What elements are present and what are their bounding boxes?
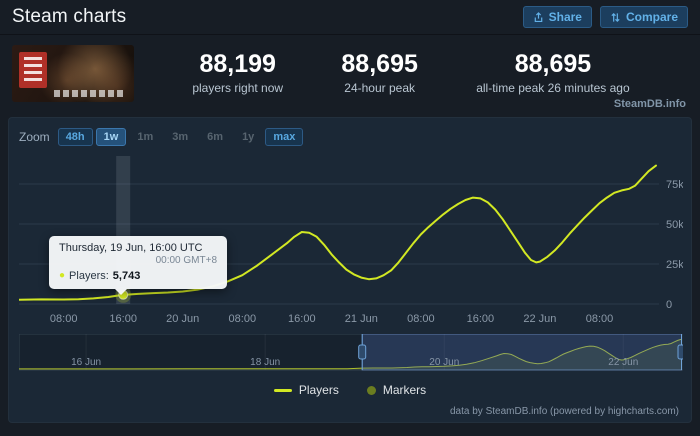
navigator-date-label: 18 Jun [250, 357, 280, 368]
tooltip-series-dot: ● [59, 270, 66, 281]
peak-alltime-label: all-time peak 26 minutes ago [476, 80, 630, 95]
main-chart: 0 25k 50k 75k Thursday, 19 Jun, 16:00 UTC 0… [19, 152, 683, 312]
x-axis-label: 08:00 [228, 313, 257, 325]
navigator-chart[interactable]: 16 Jun 18 Jun 20 Jun 22 Jun [19, 334, 683, 374]
stats-group: 88,199 players right now 88,695 24-hour … [134, 51, 688, 95]
players-line-swatch [273, 388, 292, 392]
tooltip-series-name: Players: [69, 270, 109, 282]
legend-item-markers[interactable]: Markers [366, 383, 427, 397]
y-axis-label: 25k [666, 259, 683, 271]
navigator-area [19, 339, 682, 370]
zoom-label: Zoom [19, 130, 50, 144]
chart-tooltip: Thursday, 19 Jun, 16:00 UTC 00:00 GMT+8 … [49, 236, 227, 295]
navigator-handle-left[interactable] [358, 344, 367, 360]
x-axis-label: 16:00 [466, 313, 495, 325]
zoom-button-1m[interactable]: 1m [129, 128, 161, 146]
share-icon [533, 11, 544, 23]
zoom-button-max[interactable]: max [265, 128, 304, 146]
zoom-button-6m[interactable]: 6m [199, 128, 231, 146]
chart-navigator: 16 Jun 18 Jun 20 Jun 22 Jun [19, 334, 683, 374]
stat-24h-peak: 88,695 24-hour peak [341, 51, 417, 95]
game-capsule-image[interactable] [12, 44, 134, 102]
share-button-label: Share [548, 10, 582, 24]
navigator-series-line [19, 338, 682, 370]
chart-legend: Players Markers [9, 377, 691, 403]
players-now-value: 88,199 [199, 50, 276, 79]
game-caption-text [54, 89, 126, 97]
tooltip-value: 5,743 [112, 270, 141, 282]
markers-dot-swatch [366, 385, 376, 395]
y-axis-label: 50k [666, 219, 683, 231]
compare-button[interactable]: Compare [599, 6, 688, 28]
legend-label: Players [298, 383, 339, 397]
x-axis-labels: 08:00 16:00 20 Jun 08:00 16:00 21 Jun 08:00 16:… [19, 312, 681, 328]
peak-alltime-value: 88,695 [514, 50, 592, 79]
x-axis-label: 16:00 [109, 313, 137, 325]
x-axis-label: 08:00 [49, 313, 78, 325]
compare-button-label: Compare [625, 10, 678, 24]
y-axis-label: 0 [666, 299, 672, 311]
peak-24h-value: 88,695 [341, 50, 418, 79]
stat-alltime-peak: 88,695 all-time peak 26 minutes ago [476, 51, 629, 95]
x-axis-label: 20 Jun [166, 313, 200, 325]
legend-item-players[interactable]: Players [273, 383, 339, 397]
tooltip-pointer [115, 289, 127, 295]
x-axis-label: 21 Jun [344, 313, 378, 325]
tooltip-datetime: Thursday, 19 Jun, 16:00 UTC [59, 242, 203, 254]
share-button[interactable]: Share [522, 6, 592, 28]
stats-bar: 88,199 players right now 88,695 24-hour … [0, 35, 700, 111]
zoom-button-1w[interactable]: 1w [95, 128, 127, 146]
peak-24h-label: 24-hour peak [344, 80, 415, 95]
steamdb-watermark: SteamDB.info [613, 98, 686, 110]
x-axis-label: 22 Jun [523, 313, 557, 325]
header-actions: Share Compare [522, 6, 688, 28]
x-axis-label: 08:00 [585, 313, 614, 325]
x-axis-label: 16:00 [288, 313, 316, 325]
players-now-label: players right now [192, 80, 284, 95]
page-header: Steam charts Share Compare [0, 0, 700, 35]
tooltip-local-time: 00:00 GMT+8 [155, 255, 217, 266]
navigator-date-label: 20 Jun [429, 357, 459, 368]
tooltip-series-row: ● Players: 5,743 [59, 270, 217, 282]
stat-players-now: 88,199 players right now [192, 51, 283, 95]
chart-panel: Zoom 48h 1w 1m 3m 6m 1y max 0 25k 50k 75k Thursda… [8, 117, 692, 423]
zoom-button-3m[interactable]: 3m [164, 128, 196, 146]
game-title-banner [19, 51, 47, 88]
compare-icon [610, 12, 621, 23]
navigator-date-label: 22 Jun [608, 357, 638, 368]
navigator-date-label: 16 Jun [71, 357, 101, 368]
x-axis-label: 08:00 [407, 313, 435, 325]
navigator-handle-right[interactable] [677, 344, 683, 360]
zoom-button-1y[interactable]: 1y [234, 128, 262, 146]
zoom-button-48h[interactable]: 48h [57, 128, 93, 146]
zoom-buttons: 48h 1w 1m 3m 6m 1y max [57, 128, 304, 146]
y-axis-label: 75k [666, 179, 683, 191]
legend-label: Markers [382, 383, 427, 397]
zoom-controls: Zoom 48h 1w 1m 3m 6m 1y max [9, 124, 691, 150]
chart-credits[interactable]: data by SteamDB.info (powered by highcha… [450, 406, 679, 417]
page-title: Steam charts [12, 6, 127, 27]
